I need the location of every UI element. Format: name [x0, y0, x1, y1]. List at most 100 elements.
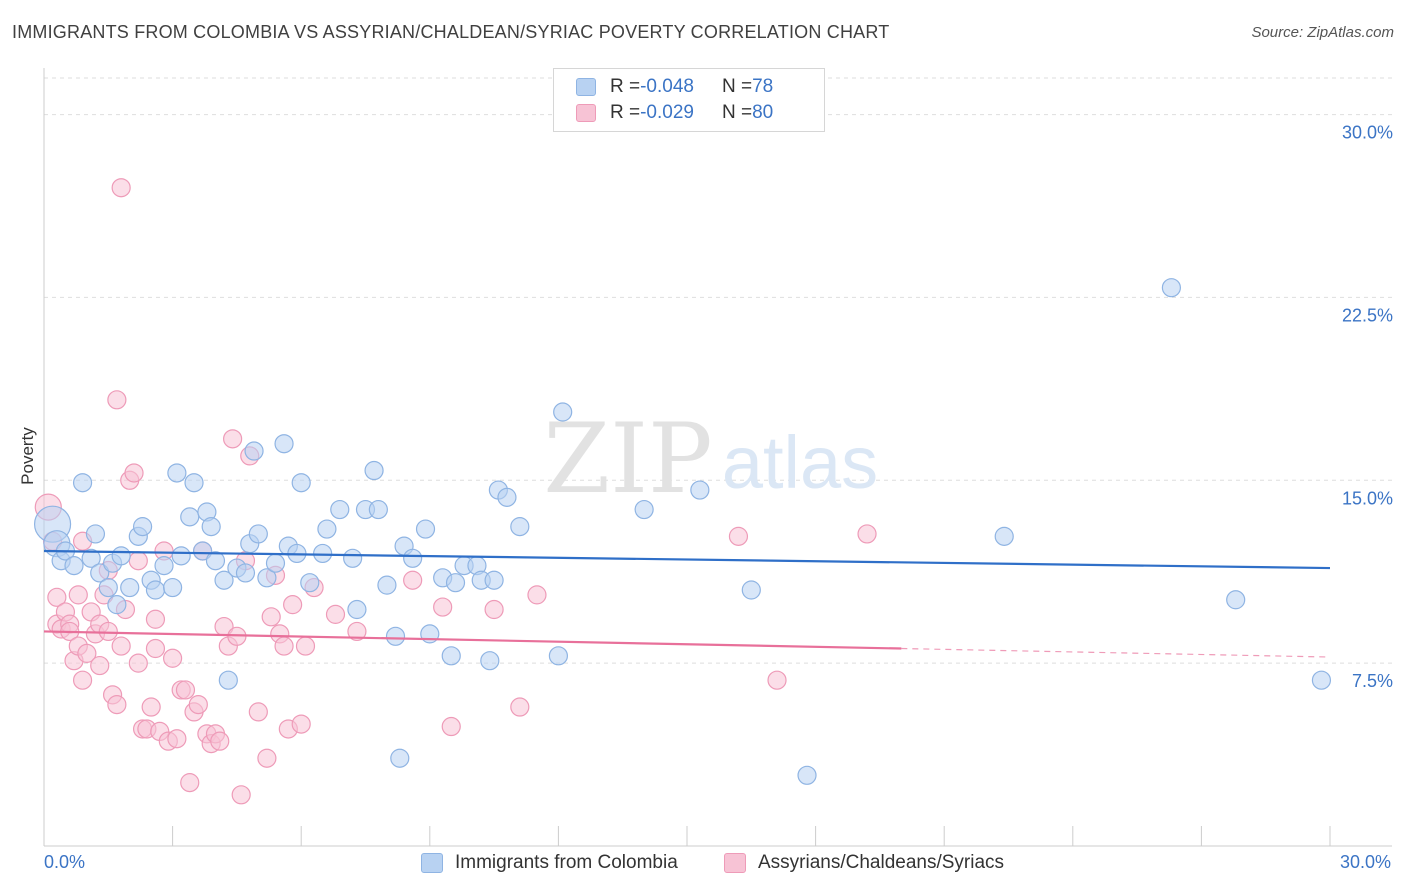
colombia-point — [368, 499, 388, 520]
colombia-point — [1311, 670, 1332, 690]
colombia-point — [120, 577, 140, 598]
colombia-point — [205, 551, 226, 571]
bottom-legend-label-colombia: Immigrants from Colombia — [455, 852, 678, 873]
colombia-point — [300, 573, 320, 593]
colombia-point — [1161, 278, 1181, 298]
assyrians-point — [128, 551, 148, 571]
assyrians-point — [111, 178, 131, 198]
colombia-point — [145, 580, 166, 600]
colombia-point — [690, 480, 710, 500]
assyrians-point — [403, 570, 423, 590]
assyrians-point — [68, 585, 88, 605]
assyrians-point — [77, 643, 97, 663]
colombia-point — [81, 548, 101, 568]
assyrians-point — [175, 680, 196, 700]
trend-lines — [43, 549, 1331, 658]
x-tick-max: 30.0% — [1340, 852, 1392, 872]
colombia-point — [291, 473, 311, 493]
colombia-point — [480, 651, 500, 671]
colombia-point — [385, 626, 406, 646]
assyrians-point — [72, 670, 93, 690]
y-tick-label: 15.0% — [1342, 488, 1393, 508]
legend-r-label: R = — [610, 102, 641, 123]
y-tick-labels: 7.5% 15.0% 22.5% 30.0% — [1342, 123, 1393, 692]
colombia-point — [330, 499, 350, 520]
assyrians-point — [124, 463, 144, 483]
colombia-point — [343, 548, 363, 568]
assyrians-point — [107, 390, 127, 410]
colombia-point — [377, 575, 397, 595]
assyrians-point — [283, 595, 303, 615]
colombia-trend-line — [43, 549, 1331, 570]
assyrians-point — [484, 599, 504, 620]
assyrians-point — [223, 429, 243, 449]
colombia-point — [390, 748, 410, 768]
colombia-point — [484, 570, 504, 590]
legend-n-value: 78 — [752, 76, 774, 97]
colombia-point — [994, 526, 1014, 546]
colombia-point — [415, 519, 436, 539]
assyrians-point — [107, 694, 127, 715]
colombia-point — [1226, 590, 1246, 610]
x-tick-min: 0.0% — [44, 852, 86, 872]
chart-title: IMMIGRANTS FROM COLOMBIA VS ASSYRIAN/CHA… — [12, 22, 890, 42]
colombia-point — [111, 546, 131, 566]
assyrians-point — [325, 604, 346, 624]
colombia-point — [235, 563, 256, 583]
assyrians-point — [180, 773, 200, 793]
series-colombia-points — [33, 278, 1332, 785]
colombia-point — [90, 563, 110, 583]
colombia-point — [441, 646, 461, 666]
assyrians-point — [274, 636, 294, 656]
colombia-point — [132, 517, 153, 537]
colombia-point — [317, 519, 337, 539]
legend-r-value: -0.048 — [640, 76, 694, 97]
colombia-point — [257, 568, 277, 588]
colombia-point — [163, 577, 183, 598]
assyrians-point — [257, 748, 277, 768]
y-tick-label: 7.5% — [1352, 671, 1393, 691]
assyrians-point — [767, 670, 787, 690]
legend-n-label: N = — [721, 102, 753, 123]
assyrians-point — [210, 731, 230, 751]
axes — [43, 68, 1392, 847]
assyrians-point — [128, 653, 148, 673]
assyrians-point — [433, 597, 453, 617]
colombia-point — [403, 548, 423, 568]
colombia-point — [497, 487, 517, 507]
colombia-point — [154, 556, 174, 576]
assyrians-point — [111, 636, 131, 656]
bottom-legend-assyrians: Assyrians/Chaldeans/Syriacs — [724, 852, 1004, 874]
watermark-atlas: atlas — [722, 421, 878, 504]
colombia-point — [548, 646, 569, 666]
colombia-point — [193, 541, 213, 561]
chart-source: Source: ZipAtlas.com — [1251, 24, 1394, 41]
legend-n-value: 80 — [752, 102, 774, 123]
watermark-zip: ZIP — [543, 403, 712, 515]
colombia-point — [347, 599, 367, 620]
assyrians-point — [141, 697, 161, 717]
colombia-point — [184, 473, 204, 493]
assyrians-point — [98, 621, 118, 642]
assyrians-point — [145, 638, 166, 659]
bottom-legend-swatch-assyrians — [724, 853, 746, 873]
legend-r-label: R = — [610, 76, 641, 97]
y-tick-label: 30.0% — [1342, 123, 1393, 143]
assyrians-point — [163, 648, 183, 668]
assyrians-point — [90, 655, 110, 676]
y-tick-label: 22.5% — [1342, 305, 1393, 325]
assyrians-point — [231, 785, 251, 805]
bottom-legend-swatch-colombia — [421, 853, 443, 873]
colombia-point — [64, 556, 84, 576]
assyrians-point — [261, 607, 281, 627]
colombia-point — [218, 670, 238, 690]
assyrians-trend-line — [43, 630, 902, 650]
colombia-point — [171, 546, 191, 566]
assyrians-point — [145, 609, 166, 629]
colombia-point — [98, 577, 118, 598]
bottom-legend-label-assyrians: Assyrians/Chaldeans/Syriacs — [758, 852, 1005, 873]
assyrians-point — [510, 697, 530, 717]
assyrians-point — [857, 524, 877, 544]
assyrians-point — [295, 636, 316, 656]
